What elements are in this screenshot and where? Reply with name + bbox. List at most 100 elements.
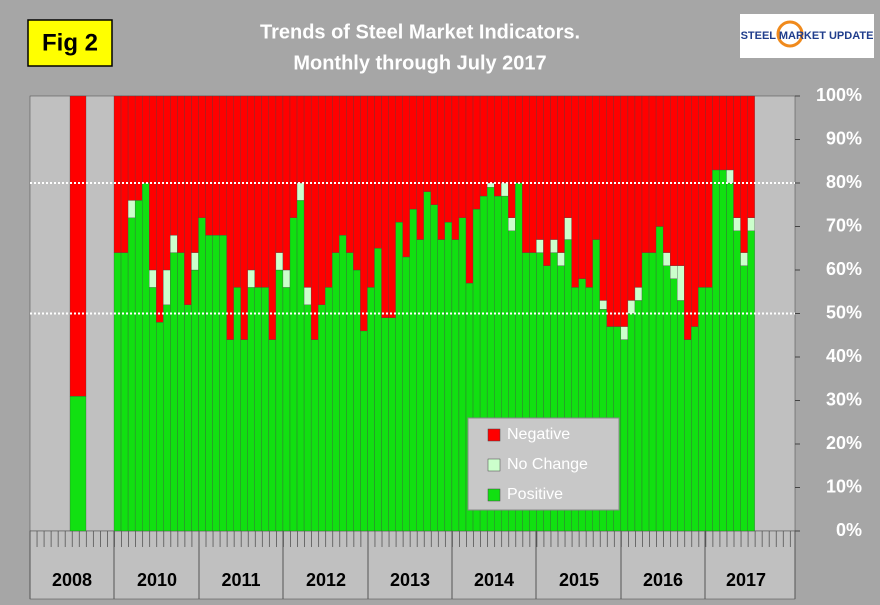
bar-segment <box>599 95 607 301</box>
logo-text: STEEL MARKET UPDATE <box>741 30 874 42</box>
bar-segment <box>247 269 255 288</box>
legend-label: No Change <box>507 456 588 473</box>
y-tick-label: 20% <box>826 433 862 453</box>
bar-segment <box>346 95 354 253</box>
bar-segment <box>191 95 199 253</box>
bar-segment <box>367 287 375 532</box>
bar-segment <box>233 95 241 288</box>
bar-segment <box>627 313 636 532</box>
bar-segment <box>677 300 685 532</box>
bar-segment <box>296 200 305 532</box>
bar-segment <box>733 217 741 232</box>
bar-segment <box>170 95 178 236</box>
bar-segment <box>501 182 509 197</box>
bar-segment <box>233 287 241 532</box>
bar-segment <box>655 226 664 532</box>
bar-segment <box>381 317 389 532</box>
bar-segment <box>430 95 438 205</box>
bar-segment <box>219 235 227 532</box>
bar-segment <box>641 95 650 253</box>
bar-segment <box>113 252 122 532</box>
bar-segment <box>69 95 87 397</box>
bar-segment <box>268 95 277 340</box>
bar-segment <box>261 95 270 288</box>
bar-segment <box>726 95 734 171</box>
x-year-label: 2011 <box>221 570 260 590</box>
bar-segment <box>444 221 453 532</box>
bar-segment <box>339 95 347 236</box>
bar-segment <box>726 169 734 184</box>
bar-segment <box>648 95 657 253</box>
bar-segment <box>346 252 354 532</box>
bar-segment <box>163 269 171 305</box>
bar-segment <box>522 95 530 253</box>
bar-segment <box>564 95 572 218</box>
bar-segment <box>184 304 192 532</box>
legend-swatch <box>487 488 501 502</box>
bar-segment <box>120 252 129 532</box>
bar-segment <box>296 182 305 201</box>
bar-segment <box>627 300 636 314</box>
legend-swatch <box>487 428 501 442</box>
bar-segment <box>113 95 122 253</box>
bar-segment <box>670 95 678 266</box>
bar-segment <box>515 95 523 184</box>
bar-segment <box>416 95 424 240</box>
bar-segment <box>191 252 199 271</box>
bar-segment <box>205 95 213 236</box>
y-tick-label: 0% <box>836 520 862 540</box>
legend-swatch <box>487 458 501 472</box>
bar-segment <box>156 95 164 323</box>
bar-segment <box>170 235 178 253</box>
bar-segment <box>691 326 699 532</box>
bar-segment <box>191 269 199 532</box>
bar-segment <box>69 395 87 532</box>
bar-segment <box>360 330 368 532</box>
bar-segment <box>691 95 699 327</box>
bar-segment <box>127 217 136 532</box>
bar-segment <box>698 95 706 288</box>
bar-segment <box>747 95 755 218</box>
bar-segment <box>240 339 248 532</box>
y-tick-label: 60% <box>826 259 862 279</box>
axis: 0% 10% 20% 30% 40% 50% 60% 70% 80% 90% 100% 2008 201… <box>29 85 862 599</box>
bar-segment <box>353 269 361 532</box>
bar-segment <box>620 339 629 532</box>
bar-segment <box>198 217 206 532</box>
bar-segment <box>472 95 481 210</box>
bar-segment <box>662 265 671 532</box>
y-tick-label: 50% <box>826 302 862 322</box>
bar-segment <box>388 317 396 532</box>
bar-segment <box>423 191 431 532</box>
bar-segment <box>719 169 727 532</box>
bar-segment <box>142 182 150 532</box>
bar-segment <box>529 95 537 253</box>
bar-segment <box>303 304 312 532</box>
bar-segment <box>212 95 220 236</box>
bar-segment <box>325 95 333 288</box>
y-tick-label: 80% <box>826 172 862 192</box>
bar-segment <box>543 95 551 266</box>
bar-segment <box>550 95 558 240</box>
fig-box <box>27 19 113 67</box>
bar-segment <box>247 287 255 532</box>
bar-segment <box>606 95 614 327</box>
bar-segment <box>310 95 319 340</box>
x-year-label: 2017 <box>726 570 766 590</box>
bar-segment <box>156 322 164 532</box>
bar-segment <box>451 239 460 532</box>
legend-label: Negative <box>507 426 570 443</box>
x-axis-band <box>29 530 796 600</box>
bar-segment <box>282 269 291 288</box>
bar-segment <box>177 95 185 253</box>
bar-segment <box>670 265 678 279</box>
bar-segment <box>367 95 375 288</box>
bar-segment <box>332 252 340 532</box>
logo-swirl <box>776 20 804 48</box>
bar-segment <box>163 304 171 532</box>
bar-segment <box>705 287 713 532</box>
bar-segment <box>599 300 607 310</box>
logo-box <box>740 14 874 58</box>
bar-segment <box>740 265 748 532</box>
bar-segment <box>332 95 340 253</box>
